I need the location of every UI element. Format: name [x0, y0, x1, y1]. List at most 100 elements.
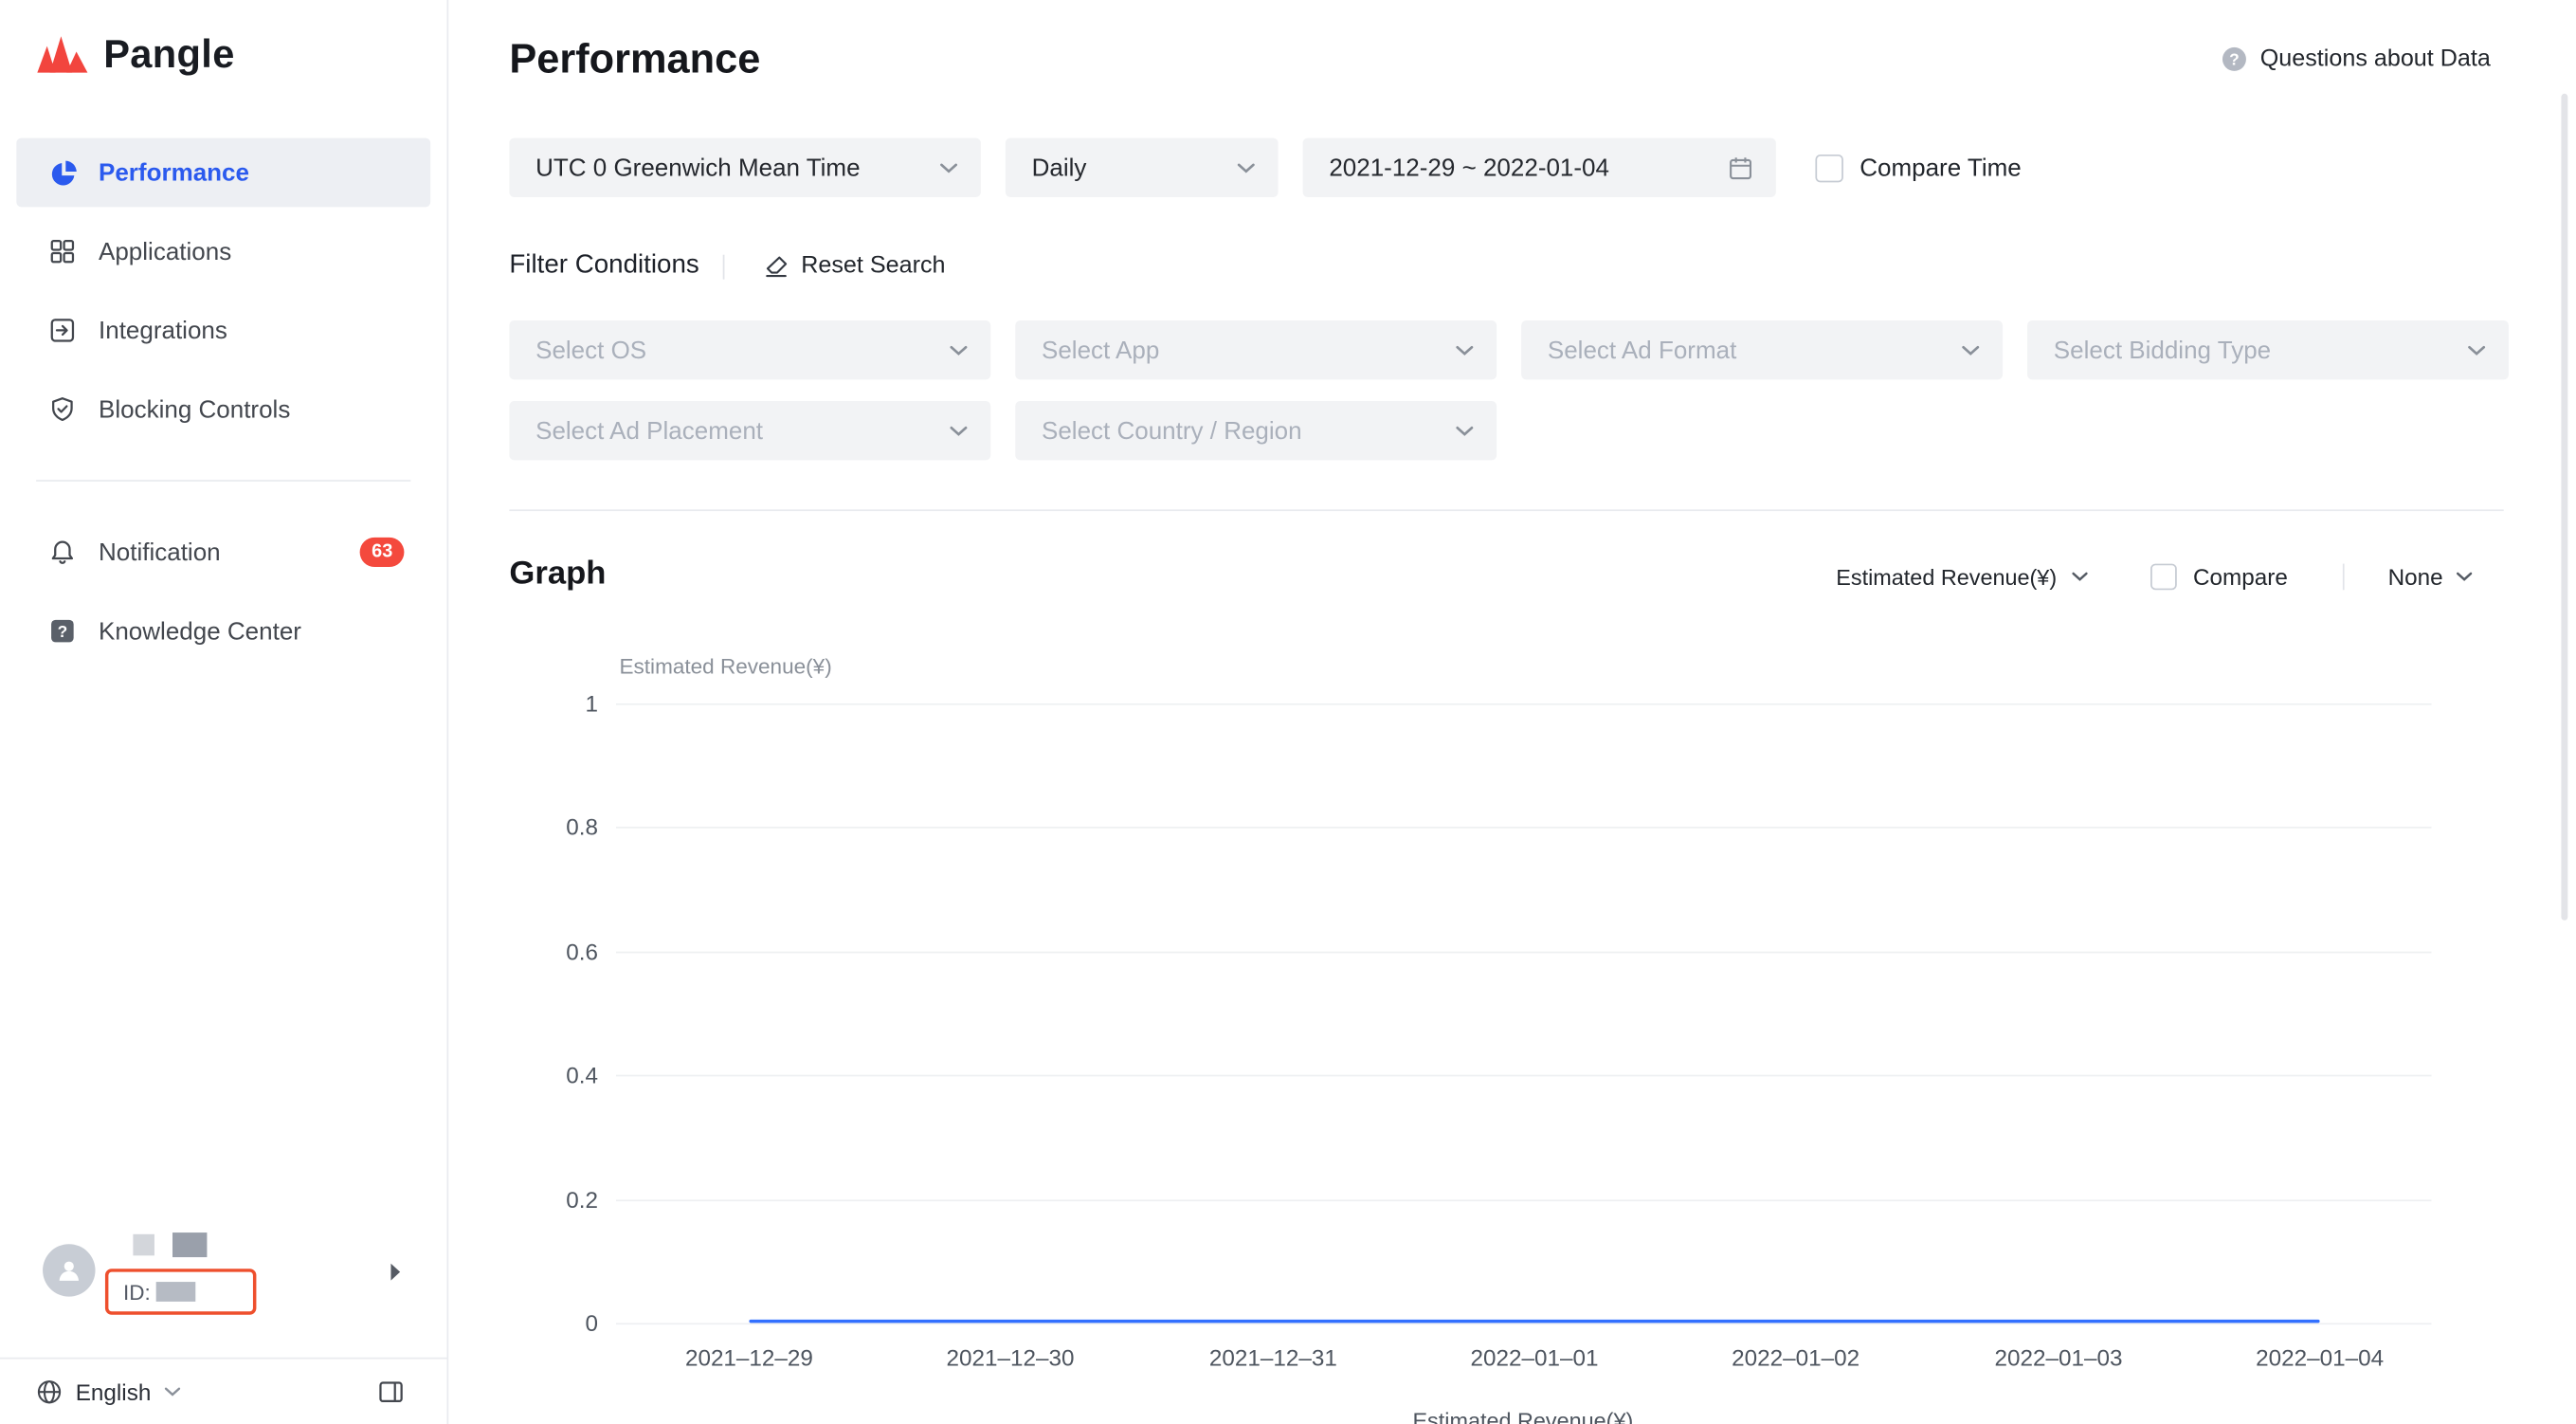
- select-app-dropdown[interactable]: Select App: [1015, 320, 1497, 380]
- graph-section-title: Graph: [509, 555, 607, 593]
- eraser-icon: [765, 255, 787, 277]
- collapse-sidebar-button[interactable]: [378, 1378, 405, 1404]
- revenue-series-line: [749, 1319, 2320, 1324]
- sidebar-item-label: Notification: [99, 538, 221, 567]
- y-axis-title: Estimated Revenue(¥): [619, 653, 832, 679]
- filter-selects: Select OS Select App Select Ad Format Se…: [509, 320, 2509, 461]
- sidebar-item-knowledge-center[interactable]: ? Knowledge Center: [16, 596, 430, 666]
- user-id-label: ID:: [123, 1279, 151, 1305]
- menu-divider: [36, 480, 411, 482]
- sidebar-item-label: Applications: [99, 237, 232, 265]
- y-tick-label: 0.6: [566, 938, 598, 965]
- sidebar-menu: Performance Applications: [0, 137, 446, 676]
- question-square-icon: ?: [49, 617, 77, 645]
- granularity-value: Daily: [1031, 154, 1087, 182]
- pangle-logo[interactable]: Pangle: [34, 23, 234, 88]
- chevron-down-icon: [2468, 345, 2486, 356]
- gridline: [616, 1074, 2432, 1077]
- vertical-divider: [722, 253, 724, 279]
- user-id-annotation-box: ID:: [104, 1269, 257, 1315]
- gridline: [616, 826, 2432, 829]
- compare-time-checkbox[interactable]: [1815, 154, 1843, 182]
- sidebar-item-label: Integrations: [99, 316, 227, 345]
- x-tick-label: 2022–01–02: [1732, 1343, 1860, 1371]
- language-bar: English: [0, 1357, 447, 1423]
- chevron-down-icon: [2456, 572, 2473, 581]
- chevron-down-icon: [1962, 345, 1980, 356]
- user-area: ID:: [0, 1223, 446, 1328]
- x-tick-label: 2022–01–04: [2256, 1343, 2385, 1371]
- y-tick-label: 0.8: [566, 813, 598, 840]
- integration-icon: [49, 317, 77, 344]
- svg-text:?: ?: [2229, 50, 2240, 69]
- select-country-region-dropdown[interactable]: Select Country / Region: [1015, 400, 1497, 461]
- select-bidding-type-dropdown[interactable]: Select Bidding Type: [2027, 320, 2509, 380]
- select-ad-placement-dropdown[interactable]: Select Ad Placement: [509, 400, 991, 461]
- sidebar-item-performance[interactable]: Performance: [16, 137, 431, 208]
- reset-search-button[interactable]: Reset Search: [763, 252, 946, 280]
- filter-conditions-row: Filter Conditions Reset Search: [509, 245, 945, 287]
- sidebar-item-applications[interactable]: Applications: [16, 217, 430, 286]
- gridline: [616, 1199, 2432, 1202]
- gridline: [616, 1323, 2432, 1325]
- user-avatar[interactable]: [43, 1244, 96, 1297]
- metric-value: Estimated Revenue(¥): [1836, 564, 2058, 590]
- x-tick-label: 2021–12–30: [946, 1343, 1075, 1371]
- revenue-line-chart: Estimated Revenue(¥) 1 0.8 0.6 0.4 0.2 0…: [448, 625, 2576, 1424]
- granularity-dropdown[interactable]: Daily: [1005, 137, 1279, 198]
- compare-control: Compare: [2150, 563, 2288, 591]
- language-selector[interactable]: English: [36, 1378, 181, 1405]
- gridline: [616, 703, 2432, 705]
- metric-dropdown[interactable]: Estimated Revenue(¥): [1836, 564, 2088, 589]
- chart-legend-label: Estimated Revenue(¥): [1412, 1408, 1634, 1424]
- sidebar-item-integrations[interactable]: Integrations: [16, 296, 430, 365]
- compare-checkbox[interactable]: [2150, 563, 2177, 591]
- sidebar-item-label: Knowledge Center: [99, 616, 301, 646]
- filter-conditions-label: Filter Conditions: [509, 251, 699, 280]
- redacted-username-block: [133, 1233, 154, 1256]
- sidebar-item-blocking-controls[interactable]: Blocking Controls: [16, 374, 430, 444]
- question-circle-icon: ?: [2222, 46, 2246, 71]
- timezone-dropdown[interactable]: UTC 0 Greenwich Mean Time: [509, 137, 981, 198]
- select-placeholder: Select Ad Format: [1547, 336, 1737, 364]
- date-range-picker[interactable]: 2021-12-29 ~ 2022-01-04: [1302, 137, 1776, 198]
- language-label: English: [75, 1378, 152, 1405]
- help-link-label: Questions about Data: [2259, 46, 2491, 73]
- vertical-scrollbar[interactable]: [2561, 93, 2568, 921]
- timezone-value: UTC 0 Greenwich Mean Time: [535, 154, 861, 182]
- y-tick-label: 0.4: [566, 1061, 598, 1088]
- chevron-down-icon: [950, 426, 968, 436]
- select-os-dropdown[interactable]: Select OS: [509, 320, 991, 380]
- x-tick-label: 2022–01–01: [1470, 1343, 1599, 1371]
- graph-controls: Estimated Revenue(¥) Compare None: [1836, 557, 2473, 597]
- select-placeholder: Select App: [1041, 336, 1160, 364]
- y-tick-label: 0: [585, 1309, 598, 1337]
- y-tick-label: 0.2: [566, 1186, 598, 1214]
- apps-grid-icon: [49, 237, 77, 265]
- compare-time-label: Compare Time: [1859, 154, 2022, 182]
- section-divider: [509, 509, 2504, 512]
- sidebar-item-label: Performance: [99, 158, 249, 187]
- vertical-divider: [2342, 563, 2344, 591]
- chevron-down-icon: [2072, 572, 2088, 581]
- chevron-down-icon: [1237, 162, 1255, 173]
- redacted-id-block: [155, 1282, 195, 1302]
- chevron-down-icon: [1456, 345, 1474, 356]
- expand-user-menu-arrow[interactable]: [390, 1261, 401, 1290]
- compare-time-control: Compare Time: [1815, 154, 2022, 182]
- select-ad-format-dropdown[interactable]: Select Ad Format: [1521, 320, 2004, 380]
- questions-about-data-link[interactable]: ? Questions about Data: [2221, 46, 2491, 73]
- dimension-value: None: [2387, 563, 2443, 591]
- sidebar: Pangle Performance: [0, 0, 449, 1424]
- chevron-down-icon: [950, 345, 968, 356]
- sidebar-item-notification[interactable]: Notification 63: [16, 518, 430, 587]
- notification-badge: 63: [359, 537, 405, 568]
- gridline: [616, 951, 2432, 954]
- dimension-dropdown[interactable]: None: [2387, 563, 2473, 591]
- top-controls-row: UTC 0 Greenwich Mean Time Daily 2021-12-…: [509, 137, 2022, 198]
- pangle-logo-text: Pangle: [103, 32, 235, 78]
- select-placeholder: Select Country / Region: [1041, 416, 1302, 445]
- select-placeholder: Select Ad Placement: [535, 416, 764, 445]
- reset-search-label: Reset Search: [801, 252, 946, 280]
